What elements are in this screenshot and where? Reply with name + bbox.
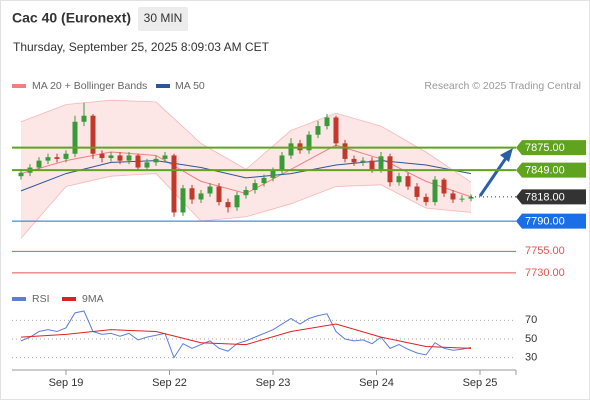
chart-title: Cac 40 (Euronext): [12, 10, 131, 26]
x-tick-label: Sep 24: [359, 377, 394, 389]
forecast-arrow: [478, 157, 508, 197]
ma50-line: [20, 160, 472, 192]
candle-body: [306, 134, 312, 151]
level-label: 7730.00: [525, 267, 565, 279]
x-tick-label: Sep 25: [463, 377, 498, 389]
y-tick-label: 70: [525, 314, 537, 326]
interval-label[interactable]: 30 MIN: [144, 11, 183, 25]
level-box: [516, 189, 586, 205]
candle-body: [432, 179, 438, 203]
candle-body: [90, 115, 96, 154]
y-tick-label: 30: [525, 352, 537, 364]
candle-body: [351, 158, 357, 163]
level-label: 7849.00: [525, 165, 565, 177]
candle-body: [342, 143, 348, 159]
forecast-arrowhead: [500, 148, 513, 162]
candle-body: [162, 155, 168, 159]
candle-body: [126, 155, 132, 161]
level-box: [516, 213, 586, 229]
candle-body: [72, 121, 78, 154]
legend-label: 9MA: [82, 293, 104, 305]
x-tick-label: Sep 22: [152, 377, 187, 389]
candle-body: [99, 153, 105, 159]
x-tick-label: Sep 23: [256, 377, 291, 389]
candle-body: [369, 160, 375, 170]
bollinger-lower: [20, 173, 472, 239]
candle-body: [441, 179, 447, 194]
candle-body: [189, 188, 195, 200]
candle-body: [234, 195, 240, 208]
legend-label: RSI: [32, 293, 50, 305]
candle-body: [198, 193, 204, 200]
candle-body: [36, 160, 42, 168]
legend: MA 20 + Bollinger Bands MA 50: [12, 80, 205, 92]
candle-body: [423, 196, 429, 203]
source: Research © 2025 Trading Central: [424, 80, 581, 92]
candle-body: [243, 190, 249, 196]
candle-body: [117, 155, 123, 161]
candle-body: [144, 162, 150, 168]
candle-body: [180, 188, 186, 213]
legend-label: MA 20 + Bollinger Bands: [32, 80, 147, 92]
x-tick-label: Sep 19: [49, 377, 84, 389]
candle-body: [135, 155, 141, 168]
candle-body: [216, 186, 222, 203]
candle-body: [153, 158, 159, 163]
y-tick-label: 50: [525, 333, 537, 345]
candle-body: [81, 115, 87, 122]
rsi-ma-line: [20, 323, 472, 349]
candle-body: [378, 156, 384, 170]
legend-label: MA 50: [175, 80, 205, 92]
candle-body: [63, 153, 69, 159]
candle-body: [324, 117, 330, 127]
candle-body: [459, 198, 465, 200]
candle-body: [414, 186, 420, 197]
candle-body: [171, 155, 177, 213]
level-box: [516, 140, 586, 156]
candle-body: [207, 186, 213, 194]
candle-body: [333, 117, 339, 144]
rsi-line: [20, 310, 472, 359]
candle-body: [360, 160, 366, 163]
legend-swatch: [62, 297, 76, 301]
level-label: 7818.00: [525, 191, 565, 203]
candle-body: [45, 157, 51, 161]
candle-body: [261, 177, 267, 184]
candle-body: [18, 172, 24, 177]
candle-body: [108, 155, 114, 159]
candle-body: [396, 176, 402, 183]
level-label: 7790.00: [525, 215, 565, 227]
candle-body: [288, 143, 294, 156]
level-label: 7755.00: [525, 245, 565, 257]
legend-swatch: [12, 84, 26, 88]
candle-body: [225, 202, 231, 208]
datetime: Thursday, September 25, 2025 8:09:03 AM …: [13, 40, 270, 54]
candle-body: [315, 126, 321, 135]
level-box: [516, 162, 586, 178]
legend-swatch: [12, 297, 26, 301]
legend-swatch: [156, 84, 170, 88]
candle-body: [54, 157, 60, 159]
candle-body: [252, 183, 258, 190]
candle-body: [270, 171, 276, 178]
interval-button[interactable]: [138, 7, 188, 31]
candle-body: [450, 193, 456, 200]
candle-body: [405, 176, 411, 187]
level-label: 7875.00: [525, 142, 565, 154]
candle-body: [468, 196, 474, 199]
candle-body: [279, 155, 285, 171]
